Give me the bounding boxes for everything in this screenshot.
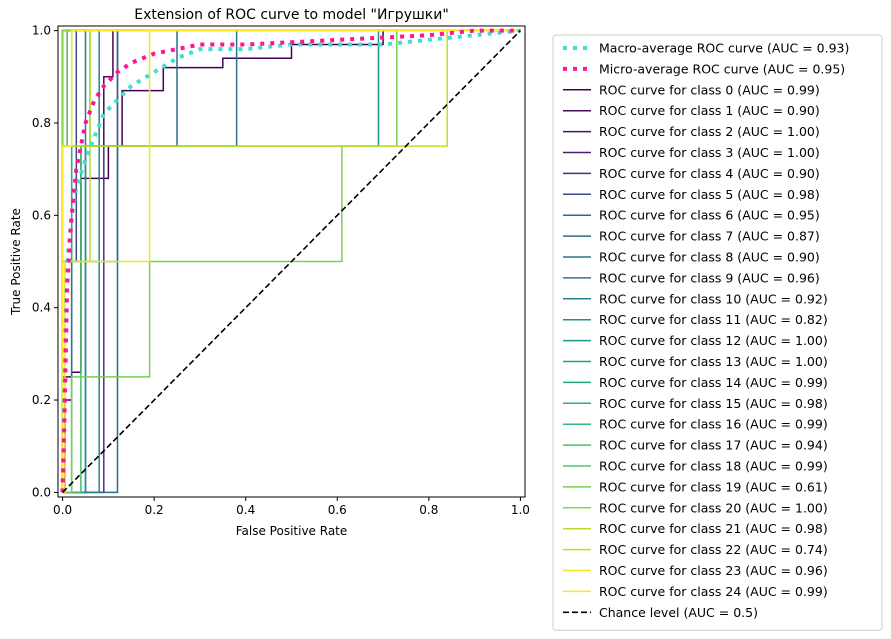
legend-label: ROC curve for class 19 (AUC = 0.61) xyxy=(599,479,828,494)
plot-lines xyxy=(60,28,521,494)
legend-item: ROC curve for class 10 (AUC = 0.92) xyxy=(563,291,828,306)
legend-label: ROC curve for class 9 (AUC = 0.96) xyxy=(599,270,820,285)
legend-item: ROC curve for class 15 (AUC = 0.98) xyxy=(563,396,828,411)
legend-item: ROC curve for class 8 (AUC = 0.90) xyxy=(563,250,820,265)
legend-item: ROC curve for class 14 (AUC = 0.99) xyxy=(563,375,828,390)
series-line-27 xyxy=(62,30,521,493)
y-tick-label: 0.2 xyxy=(32,393,51,407)
legend-label: ROC curve for class 23 (AUC = 0.96) xyxy=(599,563,828,578)
legend-label: ROC curve for class 1 (AUC = 0.90) xyxy=(599,103,820,118)
legend-label: ROC curve for class 17 (AUC = 0.94) xyxy=(599,438,828,453)
legend-item: ROC curve for class 7 (AUC = 0.87) xyxy=(563,229,820,244)
legend-label: ROC curve for class 7 (AUC = 0.87) xyxy=(599,229,820,244)
x-tick-label: 0.4 xyxy=(236,503,255,517)
legend-label: Macro-average ROC curve (AUC = 0.93) xyxy=(599,41,849,56)
legend: Macro-average ROC curve (AUC = 0.93) Micr… xyxy=(552,34,883,631)
series-line-1 xyxy=(60,28,521,493)
chart-title: Extension of ROC curve to model "Игрушки… xyxy=(134,7,449,23)
legend-label: ROC curve for class 14 (AUC = 0.99) xyxy=(599,375,828,390)
legend-label: ROC curve for class 8 (AUC = 0.90) xyxy=(599,250,820,265)
legend-label: Micro-average ROC curve (AUC = 0.95) xyxy=(599,61,845,76)
legend-item: ROC curve for class 24 (AUC = 0.99) xyxy=(563,584,828,599)
legend-item: ROC curve for class 2 (AUC = 1.00) xyxy=(563,124,820,139)
legend-item: ROC curve for class 23 (AUC = 0.96) xyxy=(563,563,828,578)
series-line-21 xyxy=(62,29,521,494)
plot-frame xyxy=(57,25,526,498)
legend-item: Macro-average ROC curve (AUC = 0.93) xyxy=(563,41,849,56)
series-line-26 xyxy=(61,29,521,493)
legend-item: Micro-average ROC curve (AUC = 0.95) xyxy=(563,61,845,76)
legend-label: ROC curve for class 21 (AUC = 0.98) xyxy=(599,521,828,536)
y-tick-label: 0.0 xyxy=(32,485,51,499)
x-tick-label: 0.0 xyxy=(53,503,72,517)
legend-label: ROC curve for class 12 (AUC = 1.00) xyxy=(599,333,828,348)
legend-label: ROC curve for class 0 (AUC = 0.99) xyxy=(599,82,820,97)
legend-label: ROC curve for class 20 (AUC = 1.00) xyxy=(599,500,828,515)
x-axis-ticks: 0.0 0.2 0.4 0.6 0.8 1.0 xyxy=(53,497,530,517)
x-axis-label: False Positive Rate xyxy=(236,524,348,538)
x-tick-label: 0.8 xyxy=(419,503,438,517)
legend-item: ROC curve for class 21 (AUC = 0.98) xyxy=(563,521,828,536)
series-line-0 xyxy=(60,28,521,493)
legend-label: ROC curve for class 11 (AUC = 0.82) xyxy=(599,312,828,327)
legend-label: ROC curve for class 22 (AUC = 0.74) xyxy=(599,542,828,557)
legend-label: ROC curve for class 2 (AUC = 1.00) xyxy=(599,124,820,139)
y-tick-label: 0.4 xyxy=(32,301,51,315)
legend-label: ROC curve for class 3 (AUC = 1.00) xyxy=(599,145,820,160)
legend-box xyxy=(552,34,883,631)
x-tick-label: 0.6 xyxy=(328,503,347,517)
legend-item: Chance level (AUC = 0.5) xyxy=(563,605,758,620)
legend-item: ROC curve for class 13 (AUC = 1.00) xyxy=(563,354,828,369)
legend-item: ROC curve for class 9 (AUC = 0.96) xyxy=(563,270,820,285)
legend-item: ROC curve for class 18 (AUC = 0.99) xyxy=(563,459,828,474)
legend-label: ROC curve for class 4 (AUC = 0.90) xyxy=(599,166,820,181)
legend-item: ROC curve for class 6 (AUC = 0.95) xyxy=(563,208,820,223)
y-axis-ticks: 0.0 0.2 0.4 0.6 0.8 1.0 xyxy=(32,24,58,499)
legend-item: ROC curve for class 0 (AUC = 0.99) xyxy=(563,82,820,97)
legend-label: ROC curve for class 16 (AUC = 0.99) xyxy=(599,417,828,432)
legend-item: ROC curve for class 1 (AUC = 0.90) xyxy=(563,103,820,118)
legend-item: ROC curve for class 4 (AUC = 0.90) xyxy=(563,166,820,181)
legend-item: ROC curve for class 20 (AUC = 1.00) xyxy=(563,500,828,515)
x-tick-label: 0.2 xyxy=(145,503,164,517)
legend-item: ROC curve for class 17 (AUC = 0.94) xyxy=(563,438,828,453)
y-axis-label: True Positive Rate xyxy=(9,208,23,316)
legend-label: Chance level (AUC = 0.5) xyxy=(599,605,758,620)
legend-item: ROC curve for class 19 (AUC = 0.61) xyxy=(563,479,828,494)
legend-item: ROC curve for class 16 (AUC = 0.99) xyxy=(563,417,828,432)
legend-label: ROC curve for class 15 (AUC = 0.98) xyxy=(599,396,828,411)
legend-item: ROC curve for class 3 (AUC = 1.00) xyxy=(563,145,820,160)
legend-label: ROC curve for class 5 (AUC = 0.98) xyxy=(599,187,820,202)
legend-label: ROC curve for class 6 (AUC = 0.95) xyxy=(599,208,820,223)
legend-label: ROC curve for class 10 (AUC = 0.92) xyxy=(599,291,828,306)
y-tick-label: 0.6 xyxy=(32,208,51,222)
y-tick-label: 1.0 xyxy=(32,24,51,38)
legend-label: ROC curve for class 24 (AUC = 0.99) xyxy=(599,584,828,599)
legend-item: ROC curve for class 22 (AUC = 0.74) xyxy=(563,542,828,557)
x-tick-label: 1.0 xyxy=(511,503,530,517)
legend-label: ROC curve for class 18 (AUC = 0.99) xyxy=(599,459,828,474)
legend-item: ROC curve for class 11 (AUC = 0.82) xyxy=(563,312,828,327)
legend-label: ROC curve for class 13 (AUC = 1.00) xyxy=(599,354,828,369)
legend-item: ROC curve for class 5 (AUC = 0.98) xyxy=(563,187,820,202)
legend-item: ROC curve for class 12 (AUC = 1.00) xyxy=(563,333,828,348)
y-tick-label: 0.8 xyxy=(32,116,51,130)
